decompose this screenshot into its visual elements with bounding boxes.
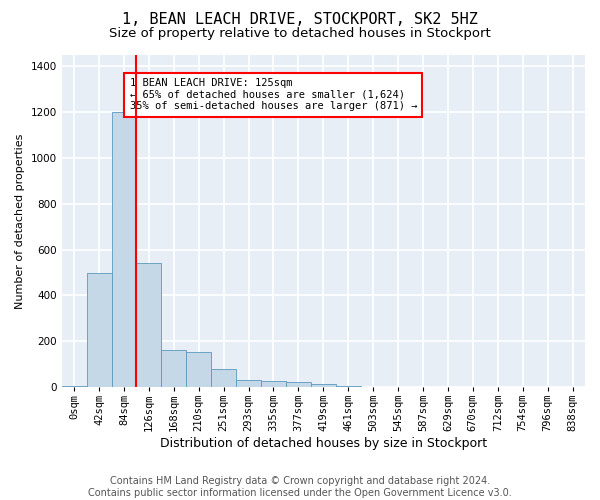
Bar [236,380,261,387]
Bar [211,368,236,387]
Text: Size of property relative to detached houses in Stockport: Size of property relative to detached ho… [109,28,491,40]
Y-axis label: Number of detached properties: Number of detached properties [15,134,25,308]
Bar [261,382,286,387]
X-axis label: Distribution of detached houses by size in Stockport: Distribution of detached houses by size … [160,437,487,450]
Bar [112,112,136,387]
Bar [311,384,336,387]
Bar [136,264,161,387]
Text: Contains HM Land Registry data © Crown copyright and database right 2024.
Contai: Contains HM Land Registry data © Crown c… [88,476,512,498]
Bar [286,382,311,387]
Bar [86,272,112,387]
Bar [186,352,211,387]
Bar [62,386,86,387]
Bar [161,350,186,387]
Bar [336,386,361,387]
Text: 1, BEAN LEACH DRIVE, STOCKPORT, SK2 5HZ: 1, BEAN LEACH DRIVE, STOCKPORT, SK2 5HZ [122,12,478,28]
Text: 1 BEAN LEACH DRIVE: 125sqm
← 65% of detached houses are smaller (1,624)
35% of s: 1 BEAN LEACH DRIVE: 125sqm ← 65% of deta… [130,78,417,112]
